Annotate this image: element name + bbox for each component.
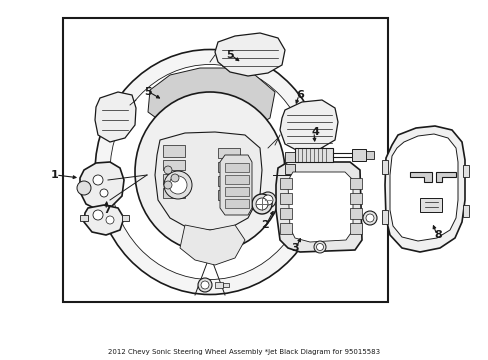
Circle shape: [362, 211, 376, 225]
Bar: [349, 178, 361, 189]
Polygon shape: [215, 33, 285, 76]
Text: 2012 Chevy Sonic Steering Wheel Assembly *Jet Black Diagram for 95015583: 2012 Chevy Sonic Steering Wheel Assembly…: [108, 349, 380, 355]
Bar: [215, 282, 223, 288]
Circle shape: [256, 198, 267, 210]
Polygon shape: [95, 92, 136, 142]
Text: 5: 5: [144, 87, 151, 97]
Bar: [462, 165, 468, 177]
Circle shape: [316, 243, 323, 251]
Bar: [349, 223, 361, 234]
Polygon shape: [384, 126, 464, 252]
Ellipse shape: [110, 64, 309, 279]
Polygon shape: [435, 172, 455, 182]
Bar: [224, 163, 248, 172]
Polygon shape: [287, 172, 352, 242]
Circle shape: [93, 175, 103, 185]
Bar: [280, 223, 291, 234]
Bar: [163, 160, 184, 170]
Bar: [163, 174, 184, 184]
Bar: [280, 178, 291, 189]
Bar: [224, 187, 248, 196]
Bar: [280, 208, 291, 219]
Polygon shape: [409, 172, 431, 182]
Circle shape: [201, 281, 208, 289]
Text: 2: 2: [261, 220, 268, 230]
Bar: [349, 208, 361, 219]
Text: 4: 4: [310, 127, 318, 137]
Text: 1: 1: [51, 170, 59, 180]
Ellipse shape: [135, 92, 285, 252]
Circle shape: [77, 181, 91, 195]
Circle shape: [93, 210, 103, 220]
Polygon shape: [148, 68, 274, 135]
Polygon shape: [389, 134, 457, 241]
Circle shape: [163, 171, 192, 199]
Ellipse shape: [95, 49, 325, 294]
Text: 6: 6: [295, 90, 304, 100]
Bar: [381, 160, 387, 174]
Circle shape: [169, 176, 186, 194]
Bar: [80, 215, 88, 221]
Bar: [218, 148, 240, 158]
Bar: [224, 199, 248, 208]
Bar: [280, 193, 291, 204]
Circle shape: [313, 241, 325, 253]
Circle shape: [163, 166, 172, 174]
Circle shape: [365, 214, 373, 222]
Bar: [218, 176, 240, 186]
Bar: [351, 149, 365, 161]
Bar: [218, 162, 240, 172]
Text: 8: 8: [433, 230, 441, 240]
Polygon shape: [155, 132, 262, 230]
Bar: [419, 198, 441, 212]
Bar: [285, 152, 294, 162]
Bar: [294, 148, 332, 162]
Text: 7: 7: [103, 205, 111, 215]
Bar: [381, 210, 387, 224]
Bar: [285, 164, 294, 174]
Bar: [223, 283, 228, 287]
Text: 5: 5: [226, 50, 233, 60]
Circle shape: [263, 195, 272, 205]
Polygon shape: [280, 100, 337, 152]
Text: 3: 3: [290, 243, 298, 253]
Bar: [224, 175, 248, 184]
Circle shape: [171, 174, 179, 182]
Polygon shape: [180, 225, 244, 265]
Polygon shape: [84, 205, 124, 235]
Circle shape: [198, 278, 212, 292]
Circle shape: [100, 189, 108, 197]
Circle shape: [260, 192, 275, 208]
Circle shape: [251, 194, 271, 214]
Bar: [63, 18, 387, 302]
Polygon shape: [275, 162, 361, 252]
Bar: [365, 151, 373, 159]
Polygon shape: [80, 162, 124, 210]
Polygon shape: [220, 155, 251, 215]
Circle shape: [163, 181, 172, 189]
Bar: [163, 145, 184, 157]
Circle shape: [106, 216, 114, 224]
Bar: [218, 190, 240, 200]
Bar: [349, 193, 361, 204]
Bar: [163, 188, 184, 198]
Bar: [122, 215, 129, 221]
Bar: [462, 205, 468, 217]
